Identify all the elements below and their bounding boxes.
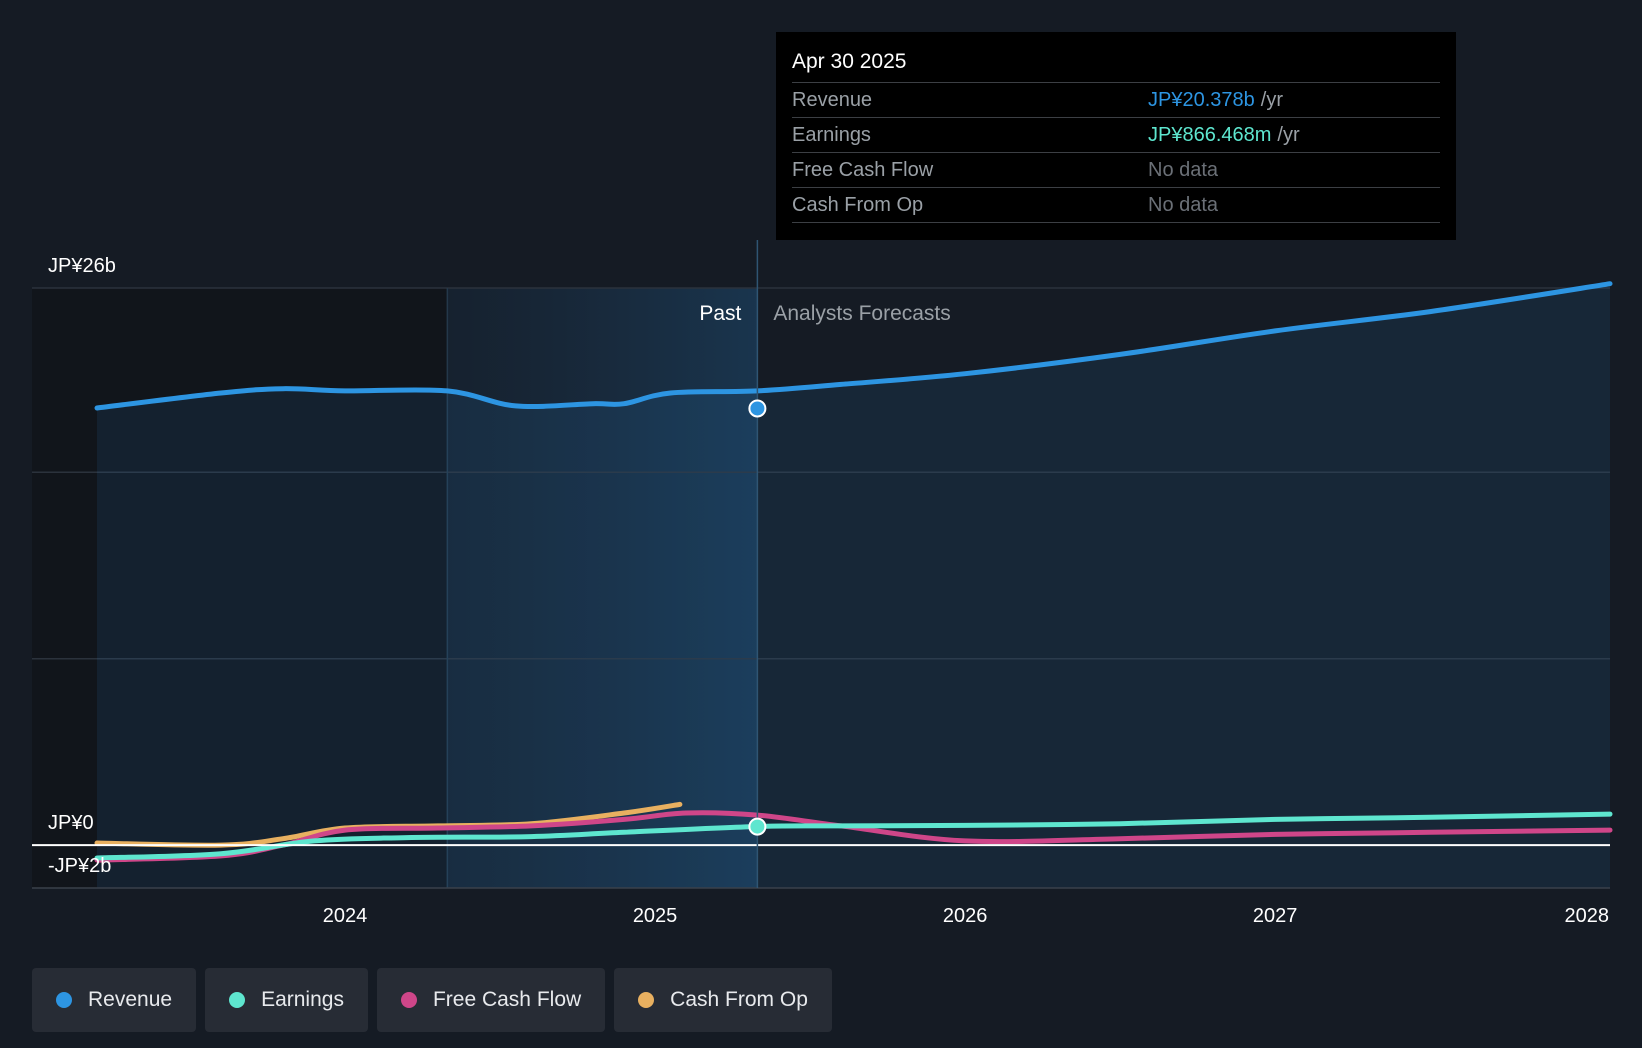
legend-item-earnings[interactable]: Earnings <box>205 968 368 1032</box>
past-label: Past <box>699 302 741 325</box>
tooltip-label: Free Cash Flow <box>792 159 934 181</box>
legend-item-revenue[interactable]: Revenue <box>32 968 197 1032</box>
legend: Revenue Earnings Free Cash Flow Cash Fro… <box>32 968 832 1032</box>
highlight-point-revenue <box>748 399 767 418</box>
forecast-label: Analysts Forecasts <box>773 302 950 325</box>
tooltip-row-cash-from-op: Cash From Op No data <box>792 188 1440 223</box>
revenue-dot-icon <box>56 992 72 1008</box>
legend-label: Free Cash Flow <box>432 988 582 1011</box>
free-cash-flow-dot-icon <box>400 992 417 1008</box>
tooltip-label: Earnings <box>792 124 871 146</box>
y-tick-label: JP¥26b <box>48 255 116 277</box>
tooltip-label: Revenue <box>792 89 873 111</box>
cash-from-op-dot-icon <box>638 992 655 1008</box>
tooltip-label: Cash From Op <box>792 194 924 216</box>
y-tick-label: -JP¥2b <box>48 855 111 877</box>
x-tick-label: 2024 <box>323 905 368 927</box>
tooltip-row-free-cash-flow: Free Cash Flow No data <box>792 153 1440 188</box>
tooltip: Apr 30 2025 Revenue JP¥20.378b /yr Earni… <box>776 32 1456 240</box>
x-axis-labels: 2024 2025 2026 2027 2028 <box>323 905 1609 927</box>
legend-label: Earnings <box>261 988 344 1011</box>
series-line-free-cash-flow <box>94 810 1613 863</box>
series-line-revenue <box>94 281 1613 411</box>
highlight-point-earnings <box>748 817 767 836</box>
x-tick-label: 2028 <box>1565 905 1610 927</box>
series-line-earnings <box>94 811 1613 861</box>
tooltip-row-earnings: Earnings JP¥866.468m /yr <box>792 118 1440 153</box>
past-highlight-region <box>447 288 758 888</box>
y-axis-labels: JP¥26b JP¥0 -JP¥2b <box>48 255 116 877</box>
revenue-area <box>97 283 1610 888</box>
tooltip-row-revenue: Revenue JP¥20.378b /yr <box>792 83 1440 118</box>
tooltip-value: JP¥20.378b <box>1148 89 1255 111</box>
earnings-dot-icon <box>229 992 246 1008</box>
tooltip-value: JP¥866.468m <box>1148 124 1272 146</box>
tooltip-unit: /yr <box>1277 124 1300 146</box>
tooltip-value: No data <box>1148 194 1219 216</box>
highlight-points <box>748 399 767 836</box>
area-fills <box>97 283 1610 888</box>
tooltip-unit: /yr <box>1260 89 1283 111</box>
x-tick-label: 2026 <box>943 905 988 927</box>
legend-label: Cash From Op <box>670 988 808 1011</box>
past-overlay <box>32 792 757 871</box>
gridlines <box>32 287 1610 888</box>
legend-item-free-cash-flow[interactable]: Free Cash Flow <box>376 968 606 1032</box>
y-tick-label: JP¥0 <box>48 812 94 834</box>
legend-item-cash-from-op[interactable]: Cash From Op <box>614 968 832 1032</box>
axis-lines <box>32 240 1610 889</box>
x-tick-label: 2027 <box>1253 905 1298 927</box>
tooltip-value: No data <box>1148 159 1219 181</box>
x-tick-label: 2025 <box>633 905 678 927</box>
legend-label: Revenue <box>88 988 173 1011</box>
tooltip-date: Apr 30 2025 <box>792 46 1440 83</box>
